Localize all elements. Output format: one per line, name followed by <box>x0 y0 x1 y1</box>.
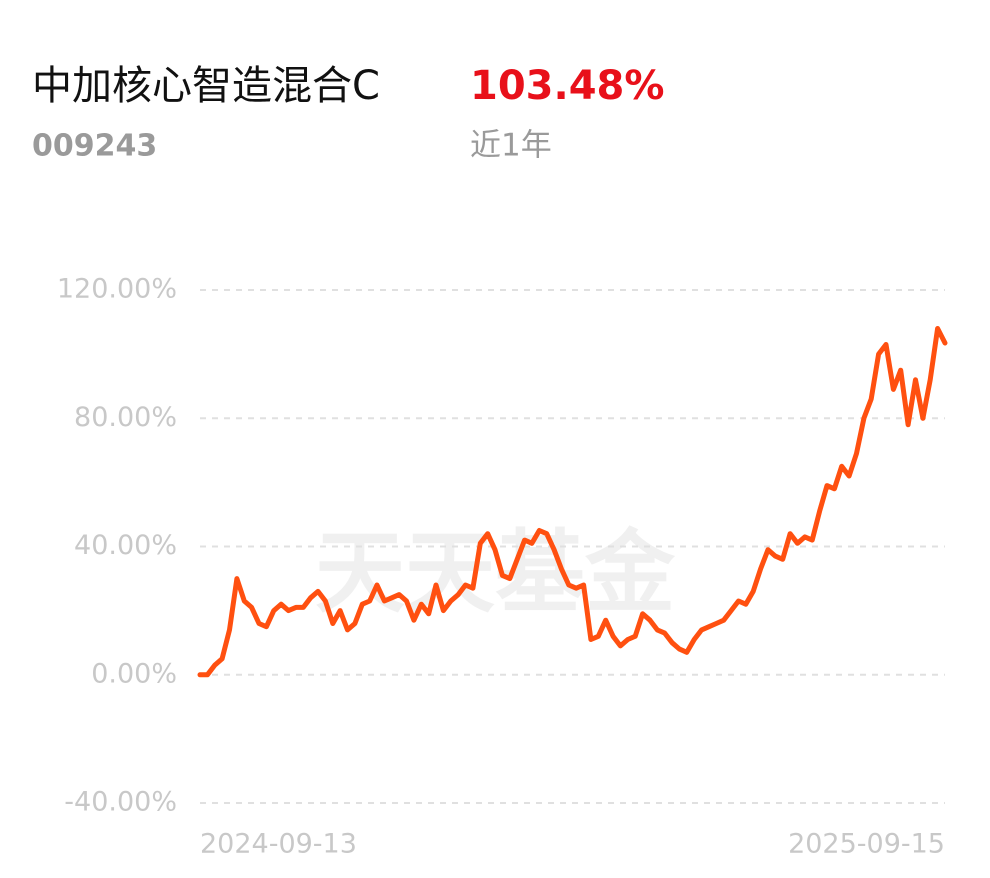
x-tick-label: 2025-09-15 <box>788 829 945 860</box>
y-tick-label: 0.00% <box>91 658 177 689</box>
y-tick-label: 40.00% <box>74 530 177 561</box>
y-tick-label: 120.00% <box>57 274 177 305</box>
return-value: 103.48% <box>470 63 664 109</box>
fund-code: 009243 <box>32 129 157 164</box>
x-tick-label: 2024-09-13 <box>200 829 357 860</box>
y-tick-label: 80.00% <box>74 402 177 433</box>
line-series <box>197 326 948 678</box>
period: 近1年 <box>470 128 552 164</box>
y-tick-label: -40.00% <box>64 787 177 818</box>
watermark: 天天基金 <box>315 520 676 626</box>
fund-title: 中加核心智造混合C <box>32 63 380 109</box>
